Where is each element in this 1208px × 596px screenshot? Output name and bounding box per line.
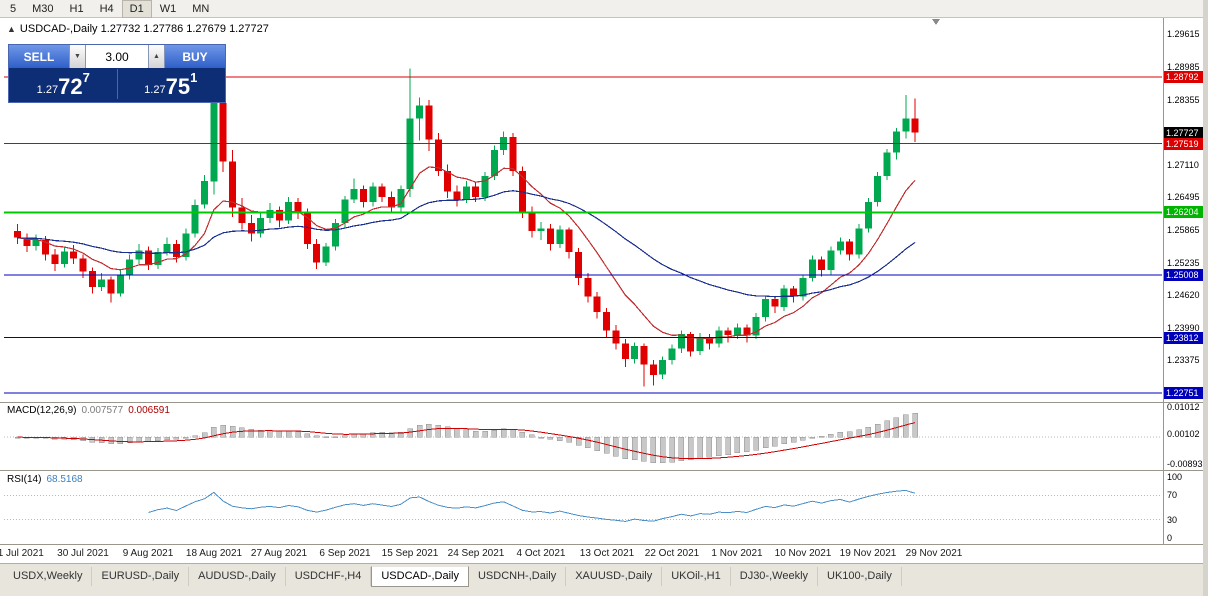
macd-name: MACD(12,26,9) xyxy=(7,405,77,416)
chart-tab-usdcad-daily[interactable]: USDCAD-,Daily xyxy=(371,566,469,587)
volume-increase-button[interactable]: ▲ xyxy=(148,45,165,68)
pane-separators xyxy=(0,18,1208,545)
date-axis-label: 18 Aug 2021 xyxy=(185,548,243,559)
level-price-tag: 1.22751 xyxy=(1164,387,1208,399)
macd-pane xyxy=(4,412,1162,464)
rsi-axis-label: 0 xyxy=(1167,533,1173,543)
date-axis-label: 24 Sep 2021 xyxy=(447,548,505,559)
date-axis-label: 19 Nov 2021 xyxy=(839,548,897,559)
rsi-axis-label: 100 xyxy=(1167,472,1183,482)
rsi-value: 68.5168 xyxy=(46,474,83,485)
one-click-toggle-icon[interactable]: ▲ xyxy=(7,24,16,34)
level-price-tag: 1.28792 xyxy=(1164,71,1208,83)
rsi-axis-label: 70 xyxy=(1167,490,1178,500)
chart-shift-marker xyxy=(932,19,940,25)
chart-symbol-period: USDCAD-,Daily xyxy=(19,23,98,35)
macd-axis-label: 0.01012 xyxy=(1167,402,1200,412)
date-axis-label: 4 Oct 2021 xyxy=(516,548,566,559)
price-axis-label: 1.27110 xyxy=(1167,160,1199,170)
macd-signal-line xyxy=(17,422,916,460)
rsi-axis-label: 30 xyxy=(1167,515,1178,525)
level-price-tag: 1.25008 xyxy=(1164,269,1208,281)
buy-price-sup: 1 xyxy=(190,70,198,85)
chart-tab-xauusd-daily[interactable]: XAUUSD-,Daily xyxy=(566,567,663,586)
sell-price[interactable]: 1.27 72 7 xyxy=(12,69,115,99)
sell-price-base: 1.27 xyxy=(36,84,59,96)
chart-tab-uk100-daily[interactable]: UK100-,Daily xyxy=(818,567,902,586)
date-axis-label: 6 Sep 2021 xyxy=(319,548,371,559)
date-axis-label: 29 Nov 2021 xyxy=(905,548,963,559)
chart-title: ▲ USDCAD-,Daily 1.27732 1.27786 1.27679 1… xyxy=(7,23,269,35)
current-price-tag: 1.27727 xyxy=(1164,127,1208,139)
buy-price[interactable]: 1.27 75 1 xyxy=(120,69,223,99)
candlestick-series xyxy=(14,68,919,387)
chart-ohlc-values: 1.27732 1.27786 1.27679 1.27727 xyxy=(100,23,269,35)
price-axis-label: 1.24620 xyxy=(1167,290,1200,300)
volume-decrease-button[interactable]: ▼ xyxy=(69,45,86,68)
price-axis-label: 1.23375 xyxy=(1167,355,1200,365)
sell-price-big: 72 xyxy=(58,74,83,99)
macd-indicator-label: MACD(12,26,9) 0.007577 0.006591 xyxy=(7,405,170,416)
price-axis-label: 1.28985 xyxy=(1167,62,1200,72)
rsi-pane xyxy=(4,489,1162,522)
ma-fast-line xyxy=(17,166,916,340)
chart-tab-usdx-weekly[interactable]: USDX,Weekly xyxy=(4,567,93,586)
date-axis-label: 21 Jul 2021 xyxy=(0,548,44,559)
horizontal-level-lines xyxy=(4,76,1162,394)
chart-tab-usdcnh-daily[interactable]: USDCNH-,Daily xyxy=(469,567,567,586)
chart-tab-usdchf-h4[interactable]: USDCHF-,H4 xyxy=(286,567,372,586)
timeframe-button-h1[interactable]: H1 xyxy=(69,2,84,15)
price-axis-label: 1.29615 xyxy=(1167,29,1200,39)
date-axis-label: 27 Aug 2021 xyxy=(250,548,308,559)
macd-axis-label: 0.00102 xyxy=(1167,429,1200,439)
timeframe-button-5[interactable]: 5 xyxy=(10,2,17,15)
date-axis-label: 13 Oct 2021 xyxy=(579,548,635,559)
rsi-indicator-label: RSI(14) 68.5168 xyxy=(7,474,83,485)
timeframe-button-h4[interactable]: H4 xyxy=(99,2,114,15)
chart-tab-audusd-daily[interactable]: AUDUSD-,Daily xyxy=(189,567,286,586)
rsi-line xyxy=(148,489,916,522)
trade-panel-divider xyxy=(116,69,118,99)
date-axis-label: 10 Nov 2021 xyxy=(774,548,832,559)
timeframe-button-d1[interactable]: D1 xyxy=(121,0,152,18)
sell-price-sup: 7 xyxy=(82,70,90,85)
one-click-trading-panel: SELL ▼ 3.00 ▲ BUY 1.27 72 7 1.27 75 1 xyxy=(8,44,226,103)
chart-tab-ukoil-h1[interactable]: UKOil-,H1 xyxy=(662,567,731,586)
macd-axis-label: -0.00893 xyxy=(1167,459,1203,469)
buy-button[interactable]: BUY xyxy=(165,45,225,68)
timeframe-button-m30[interactable]: M30 xyxy=(32,2,54,15)
macd-signal-value: 0.006591 xyxy=(128,405,170,416)
level-price-tag: 1.27519 xyxy=(1164,138,1208,150)
date-axis-label: 30 Jul 2021 xyxy=(57,548,109,559)
price-axis-label: 1.28355 xyxy=(1167,95,1200,105)
date-axis-label: 15 Sep 2021 xyxy=(381,548,439,559)
window-edge xyxy=(1203,0,1208,596)
sell-button[interactable]: SELL xyxy=(9,45,69,68)
chart-tab-dj30-weekly[interactable]: DJ30-,Weekly xyxy=(731,567,819,586)
chart-tabs-bar: USDX,Weekly EURUSD-,Daily AUDUSD-,Daily USD… xyxy=(0,563,1208,596)
price-axis-label: 1.26495 xyxy=(1167,192,1200,202)
ma-slow-line xyxy=(17,190,916,298)
timeframe-button-mn[interactable]: MN xyxy=(192,2,210,15)
volume-input[interactable]: 3.00 xyxy=(86,45,148,68)
timeframe-toolbar: 5 M30 H1 H4 D1 W1 MN xyxy=(0,0,1208,18)
price-axis-label: 1.25235 xyxy=(1167,258,1200,268)
chart-tab-eurusd-daily[interactable]: EURUSD-,Daily xyxy=(92,567,190,586)
date-axis-label: 1 Nov 2021 xyxy=(711,548,763,559)
level-price-tag: 1.26204 xyxy=(1164,206,1208,218)
rsi-name: RSI(14) xyxy=(7,474,42,485)
price-axis-label: 1.25865 xyxy=(1167,225,1200,235)
date-axis-label: 9 Aug 2021 xyxy=(122,548,174,559)
timeframe-button-w1[interactable]: W1 xyxy=(159,2,177,15)
buy-price-big: 75 xyxy=(165,74,191,99)
price-axis-label: 1.23990 xyxy=(1167,323,1200,333)
level-price-tag: 1.23812 xyxy=(1164,332,1208,344)
buy-price-base: 1.27 xyxy=(144,84,166,96)
date-axis-label: 22 Oct 2021 xyxy=(644,548,700,559)
macd-main-value: 0.007577 xyxy=(81,405,124,416)
